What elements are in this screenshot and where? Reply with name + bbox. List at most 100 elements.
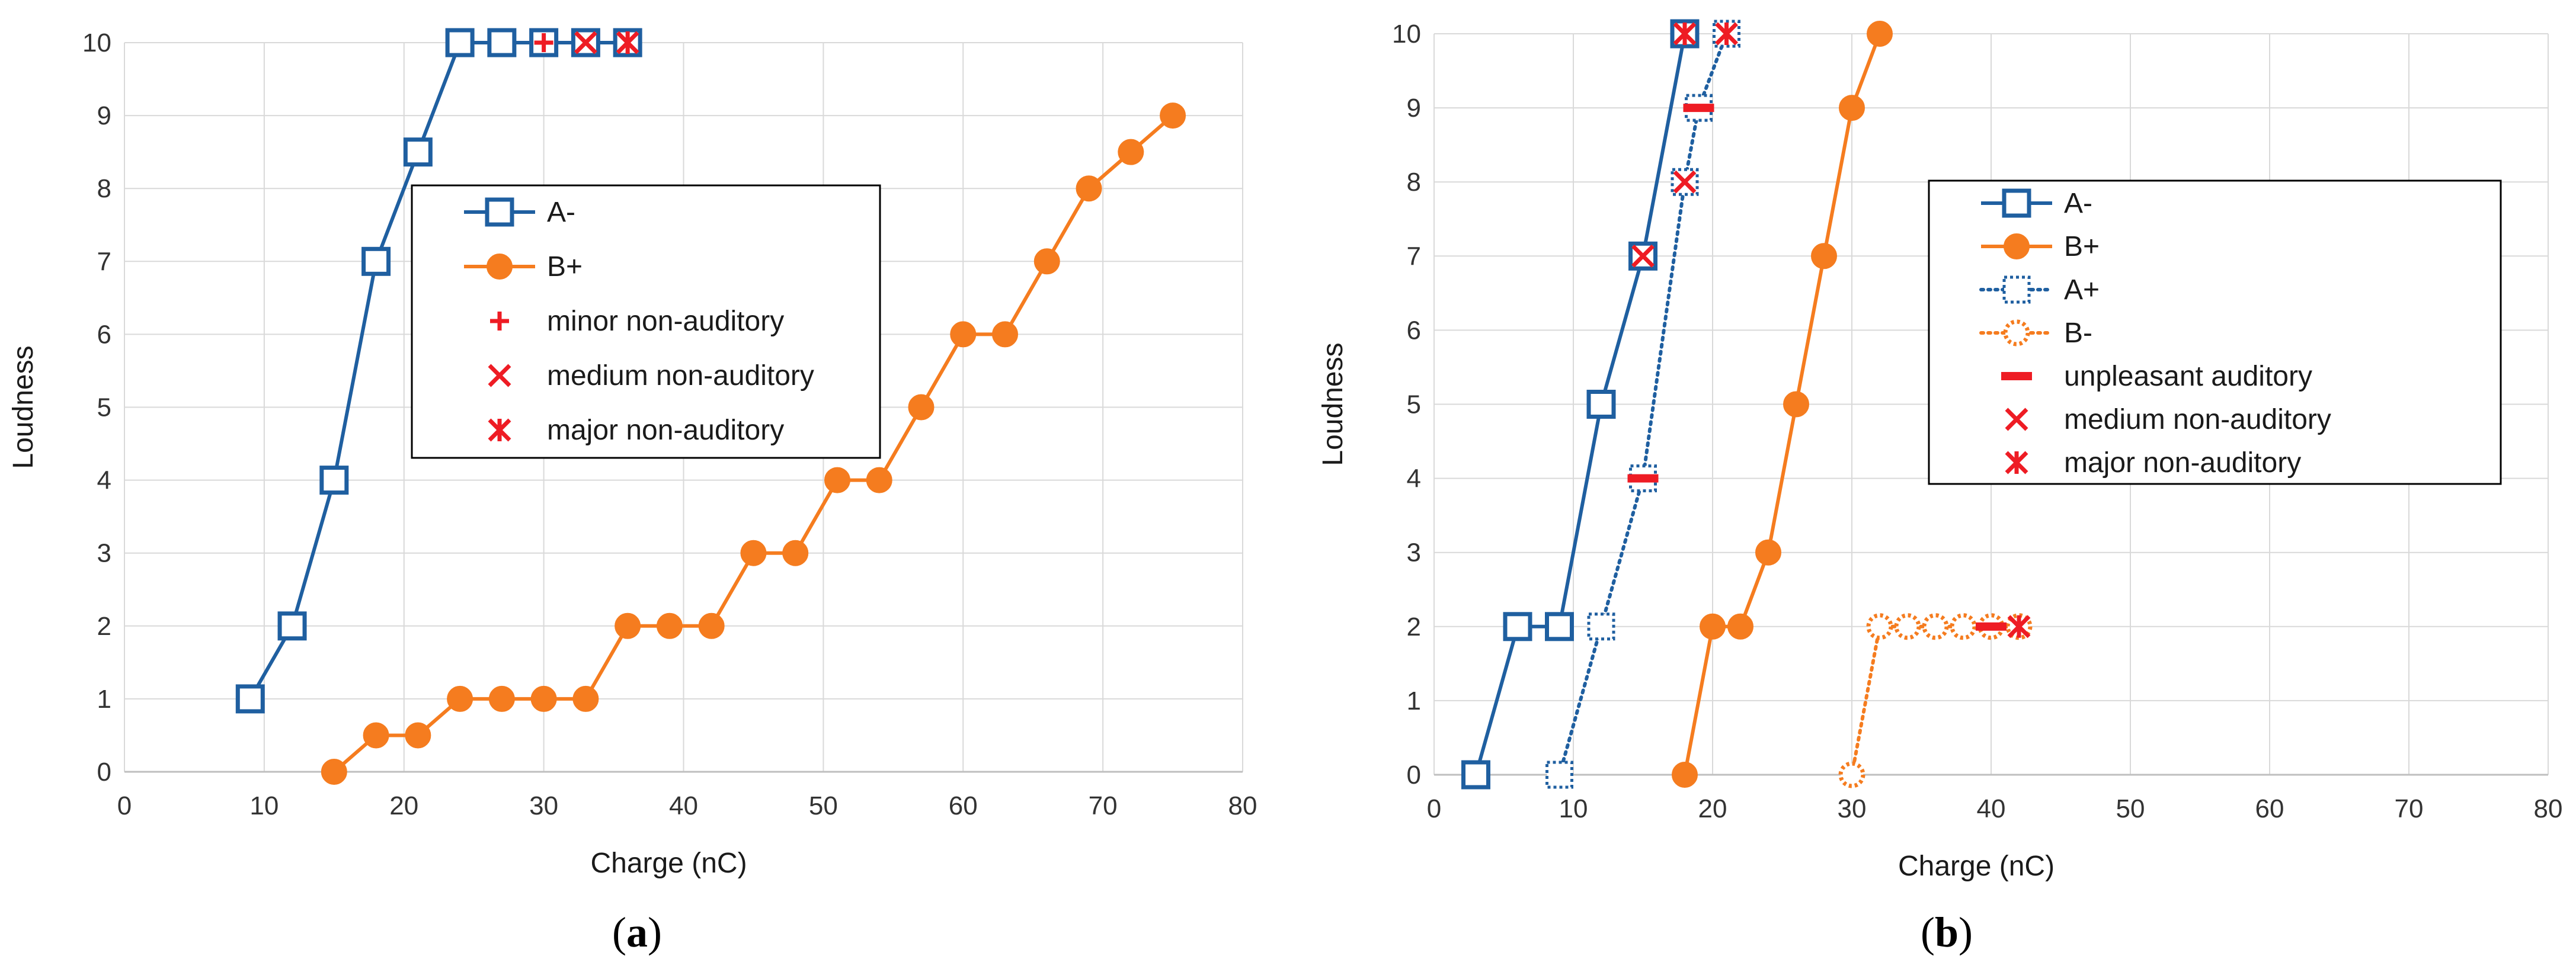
- x-tick-label: 50: [2116, 794, 2145, 823]
- data-point: [1118, 139, 1144, 165]
- event-marker: [574, 31, 597, 54]
- data-point: [1727, 613, 1753, 640]
- x-tick-label: 70: [2395, 794, 2424, 823]
- event-marker: [1976, 622, 2007, 631]
- data-point: [1950, 613, 1977, 640]
- data-point: [1867, 21, 1893, 47]
- y-tick-label: 1: [97, 685, 111, 714]
- x-tick-label: 20: [389, 791, 418, 820]
- x-tick-label: 30: [1838, 794, 1867, 823]
- x-tick-label: 80: [1228, 791, 1257, 820]
- x-tick-label: 0: [117, 791, 132, 820]
- data-point: [1922, 613, 1949, 640]
- data-point: [698, 612, 725, 639]
- legend: A- B+ minor non-auditory medium non-auditor…: [411, 184, 881, 459]
- chart-panel-b: 0 1 2 3 4 5 6 7 8 9 10 0 10 20 30 40 50 60 70 80 Charge (nC)…: [1317, 19, 2562, 956]
- data-point: [321, 759, 347, 785]
- data-point: [1700, 613, 1726, 640]
- legend-label: A-: [547, 197, 575, 228]
- panel-caption: (a): [612, 909, 662, 956]
- data-point: [447, 685, 473, 712]
- x-tick-label: 80: [2534, 794, 2563, 823]
- data-point: [405, 722, 431, 749]
- event-medium-non-auditory: [1631, 170, 1697, 268]
- y-tick-label: 3: [97, 539, 111, 568]
- series-line: [1474, 33, 1687, 775]
- y-tick-label: 1: [1407, 687, 1421, 716]
- x-tick-label: 30: [529, 791, 558, 820]
- y-tick-label: 9: [97, 101, 111, 130]
- series-B+: [321, 102, 1186, 785]
- y-tick-label: 9: [1407, 94, 1421, 123]
- event-marker: [2007, 615, 2031, 639]
- y-tick-label: 2: [97, 612, 111, 641]
- data-point: [1461, 760, 1490, 790]
- legend-label: B+: [2064, 231, 2100, 262]
- x-tick-label: 10: [249, 791, 279, 820]
- legend-label: B+: [547, 251, 583, 283]
- data-point: [1811, 243, 1837, 270]
- legend-marker: [485, 197, 514, 227]
- y-tick-label: 2: [1407, 612, 1421, 641]
- legend-entry: minor non-auditory: [490, 306, 784, 337]
- y-tick-label: 5: [1407, 390, 1421, 419]
- data-point: [530, 685, 557, 712]
- legend-label: major non-auditory: [2064, 447, 2301, 479]
- legend-entry: major non-auditory: [488, 415, 784, 446]
- data-point: [488, 685, 515, 712]
- data-point: [403, 137, 433, 167]
- y-tick-label: 8: [1407, 168, 1421, 197]
- data-point: [1033, 248, 1060, 275]
- legend-label: A-: [2064, 188, 2092, 219]
- legend-marker: [2005, 451, 2028, 474]
- y-tick-label: 3: [1407, 538, 1421, 567]
- data-point: [740, 540, 767, 566]
- legend-entry: A-: [464, 197, 575, 228]
- data-point: [319, 466, 349, 495]
- event-unpleasant-auditory: [1627, 104, 2007, 631]
- tick-labels: 0 1 2 3 4 5 6 7 8 9 10 0 10 20 30 40 50 60 70 80: [1392, 20, 2562, 823]
- x-tick-label: 60: [949, 791, 978, 820]
- data-point: [235, 684, 265, 714]
- x-axis-title: Charge (nC): [1898, 851, 2055, 882]
- x-tick-label: 60: [2255, 794, 2284, 823]
- event-marker: [616, 31, 639, 54]
- data-point: [866, 467, 892, 493]
- legend-marker: [488, 418, 511, 442]
- y-tick-label: 6: [1407, 316, 1421, 345]
- series-line: [248, 41, 628, 700]
- y-tick-label: 4: [1407, 464, 1421, 493]
- legend-entry: medium non-auditory: [2005, 404, 2331, 435]
- y-tick-label: 10: [1392, 20, 1421, 49]
- series-B+: [1672, 21, 1893, 788]
- data-point: [1076, 175, 1102, 202]
- legend-entry: B+: [1981, 231, 2100, 262]
- legend-label: major non-auditory: [547, 415, 784, 446]
- legend-label: medium non-auditory: [547, 360, 814, 392]
- legend-entry: unpleasant auditory: [2001, 361, 2312, 392]
- tick-labels: 0 1 2 3 4 5 6 7 8 9 10 0 10 20 30 40 50 60 70 80: [82, 28, 1257, 820]
- data-point: [277, 611, 307, 641]
- legend-entry: medium non-auditory: [488, 360, 814, 392]
- legend-entry: A+: [1979, 274, 2100, 306]
- legend-entry: B-: [1979, 317, 2092, 349]
- x-tick-label: 0: [1427, 794, 1441, 823]
- legend-label: unpleasant auditory: [2064, 361, 2312, 392]
- data-point: [1545, 612, 1574, 641]
- chart-panel-a: 0 1 2 3 4 5 6 7 8 9 10 0 10 20 30 40 50 60 70 80 Charge (nC)…: [8, 28, 1257, 956]
- legend-marker: [488, 364, 511, 387]
- data-point: [1866, 613, 1893, 640]
- data-point: [1545, 761, 1573, 789]
- legend-marker: [2002, 188, 2031, 218]
- y-axis-title: Loudness: [1317, 342, 1349, 466]
- legend-marker: [2003, 319, 2030, 347]
- event-marker: [1673, 22, 1697, 46]
- y-axis-title: Loudness: [8, 345, 39, 469]
- event-marker: [1627, 474, 1659, 483]
- legend-marker: [487, 254, 513, 280]
- legend-entry: major non-auditory: [2005, 447, 2301, 479]
- data-point: [1672, 762, 1698, 788]
- data-point: [782, 540, 809, 566]
- event-marker: [1631, 244, 1655, 268]
